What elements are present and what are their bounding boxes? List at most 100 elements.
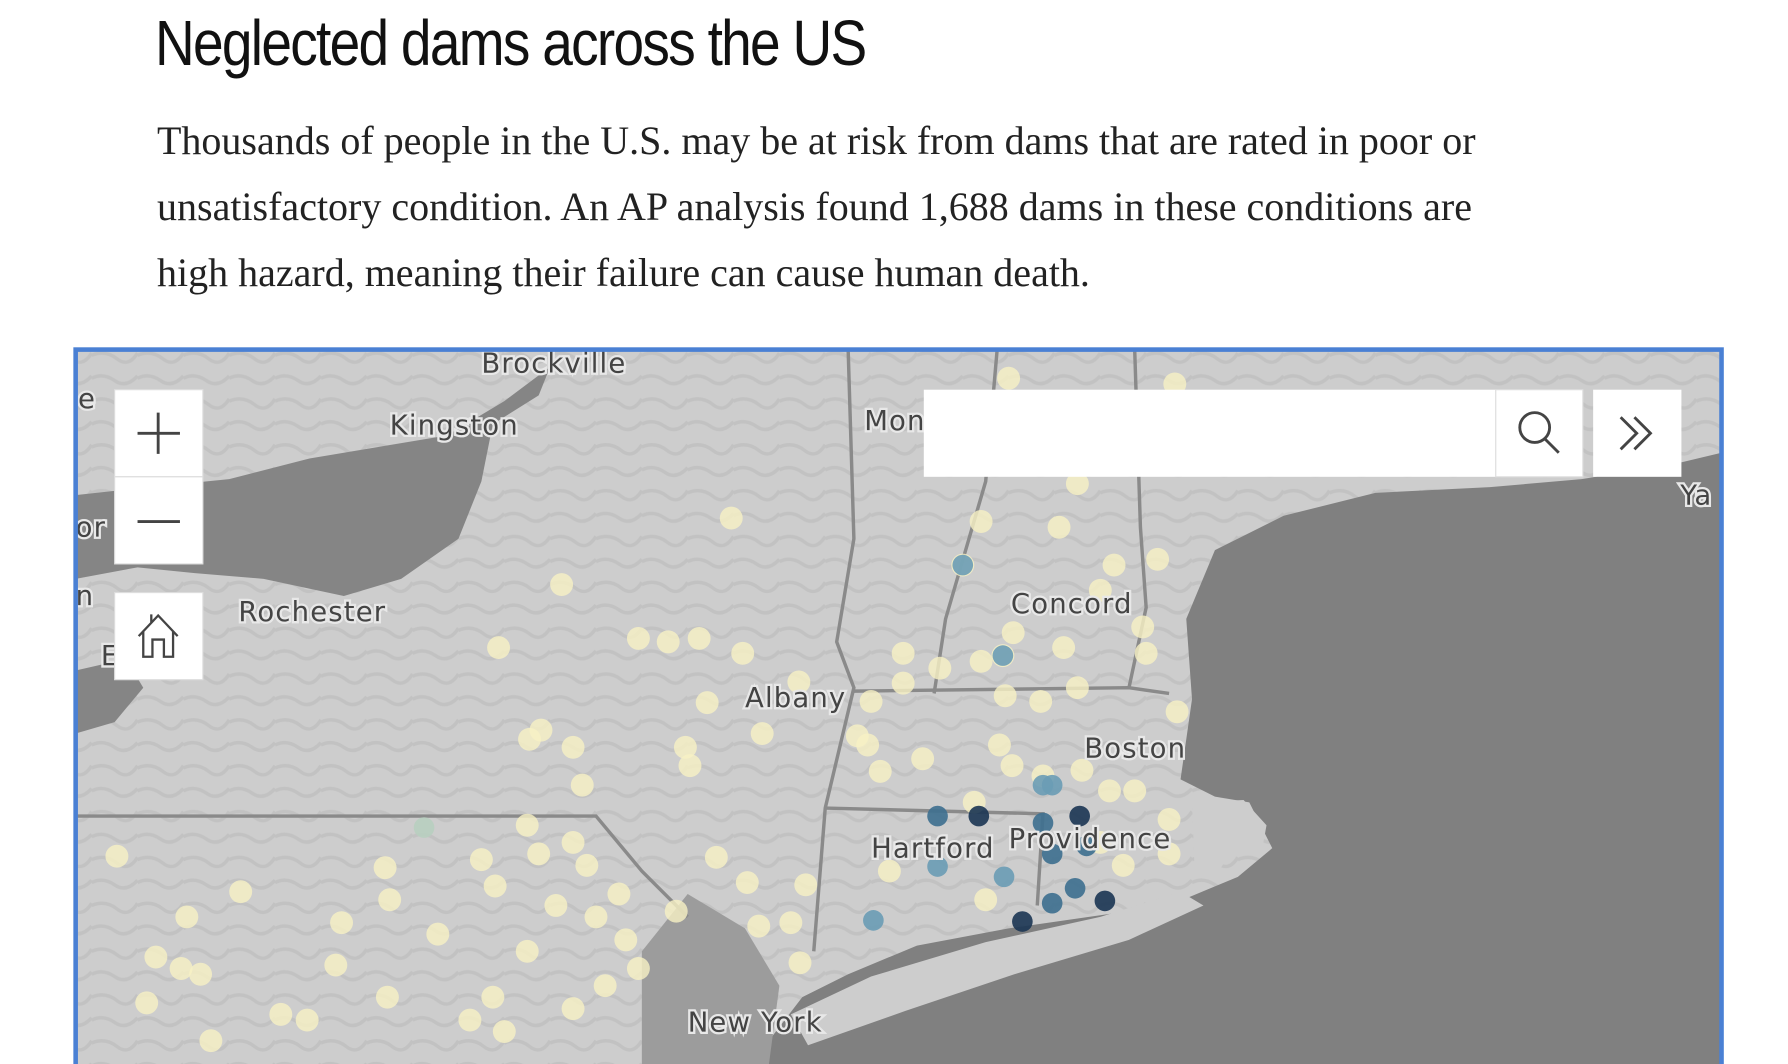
dam-markers bbox=[105, 366, 1189, 1053]
dam-marker bbox=[687, 626, 711, 650]
dam-marker bbox=[1047, 515, 1071, 539]
description-line: Thousands of people in the U.S. may be a… bbox=[157, 118, 1476, 163]
dam-marker bbox=[413, 817, 435, 838]
dam-marker bbox=[492, 1020, 516, 1044]
dam-marker bbox=[868, 759, 892, 783]
dam-marker bbox=[324, 953, 348, 977]
dam-marker bbox=[1157, 842, 1181, 866]
search-input[interactable] bbox=[923, 389, 1496, 477]
dam-marker bbox=[1000, 754, 1024, 778]
dam-marker bbox=[788, 951, 812, 975]
border bbox=[853, 685, 1170, 696]
harbor bbox=[641, 894, 780, 1064]
ocean bbox=[750, 452, 1722, 1064]
dam-marker bbox=[779, 911, 803, 935]
dam-marker bbox=[373, 856, 397, 880]
dam-marker bbox=[487, 636, 511, 660]
dam-marker bbox=[458, 1008, 482, 1032]
place-label: Concord bbox=[1011, 588, 1133, 620]
dam-marker bbox=[1131, 615, 1155, 639]
dam-marker bbox=[968, 805, 990, 827]
dam-marker bbox=[584, 905, 608, 929]
dam-marker bbox=[469, 848, 493, 872]
dam-marker bbox=[544, 894, 568, 917]
dam-marker bbox=[169, 957, 193, 980]
search-icon-handle bbox=[1544, 437, 1560, 454]
dam-marker bbox=[891, 641, 915, 665]
dam-marker bbox=[1070, 758, 1094, 782]
zoom-in-button[interactable] bbox=[114, 389, 204, 478]
dam-marker bbox=[575, 853, 599, 877]
title: Neglected dams across the US bbox=[155, 7, 867, 79]
dam-marker bbox=[189, 962, 213, 986]
dam-marker bbox=[561, 997, 585, 1021]
dam-marker bbox=[952, 554, 974, 576]
description-line: high hazard, meaning their failure can c… bbox=[157, 250, 1090, 295]
place-label: Mon bbox=[864, 405, 925, 437]
dam-marker bbox=[695, 691, 719, 715]
dam-marker bbox=[1041, 843, 1063, 865]
dam-marker bbox=[1165, 700, 1189, 724]
dam-marker bbox=[1076, 835, 1097, 857]
place-label: Brockville bbox=[481, 348, 626, 380]
dam-marker bbox=[992, 645, 1014, 666]
place-label: Providence bbox=[1009, 823, 1172, 855]
dam-marker bbox=[794, 873, 818, 897]
dam-marker bbox=[481, 985, 505, 1009]
search-icon bbox=[1518, 411, 1552, 444]
dam-marker bbox=[735, 871, 759, 895]
dam-marker bbox=[1069, 805, 1090, 827]
dam-marker bbox=[969, 649, 993, 673]
dam-marker bbox=[1032, 812, 1054, 834]
dam-marker bbox=[515, 813, 539, 837]
dam-marker bbox=[993, 684, 1017, 708]
dam-marker bbox=[135, 991, 159, 1015]
zoom-controls bbox=[114, 389, 204, 681]
dam-marker bbox=[607, 882, 631, 906]
dam-marker bbox=[911, 747, 935, 771]
dam-marker bbox=[105, 844, 129, 868]
dam-marker bbox=[626, 957, 650, 980]
dam-marker bbox=[1064, 877, 1086, 899]
dam-marker bbox=[927, 805, 948, 827]
place-label: Hartford bbox=[871, 832, 995, 864]
dam-marker bbox=[426, 922, 450, 946]
search-button[interactable] bbox=[1495, 389, 1584, 478]
cape-cod bbox=[1192, 800, 1267, 874]
dam-marker bbox=[1029, 689, 1053, 713]
dam-marker bbox=[269, 1002, 293, 1026]
dam-marker bbox=[593, 974, 617, 998]
dam-marker bbox=[974, 888, 998, 912]
dam-marker bbox=[731, 641, 755, 665]
plus-icon bbox=[137, 412, 180, 454]
home-button[interactable] bbox=[114, 592, 204, 681]
dam-marker bbox=[987, 733, 1011, 757]
dam-marker bbox=[969, 510, 993, 533]
dam-marker bbox=[747, 914, 771, 938]
dam-marker bbox=[928, 656, 952, 680]
dam-marker bbox=[483, 874, 507, 898]
dam-marker bbox=[1157, 808, 1181, 831]
place-label: Kingston bbox=[390, 409, 519, 441]
dam-marker bbox=[330, 911, 354, 935]
place-label: Albany bbox=[745, 682, 846, 714]
dam-marker bbox=[529, 718, 553, 742]
dam-marker bbox=[787, 670, 811, 694]
dam-marker bbox=[1012, 911, 1033, 932]
place-label: or bbox=[76, 511, 106, 543]
map-frame bbox=[73, 347, 1724, 1064]
dam-marker bbox=[704, 845, 728, 869]
dam-marker bbox=[561, 830, 585, 854]
place-label: New York bbox=[688, 1007, 823, 1039]
place-label: Rochester bbox=[238, 596, 386, 628]
dam-marker bbox=[877, 859, 901, 883]
dam-marker bbox=[199, 1029, 223, 1053]
place-label: Boston bbox=[1084, 733, 1186, 765]
dam-marker bbox=[229, 880, 253, 904]
dam-marker bbox=[664, 899, 688, 923]
dam-marker bbox=[144, 945, 168, 969]
